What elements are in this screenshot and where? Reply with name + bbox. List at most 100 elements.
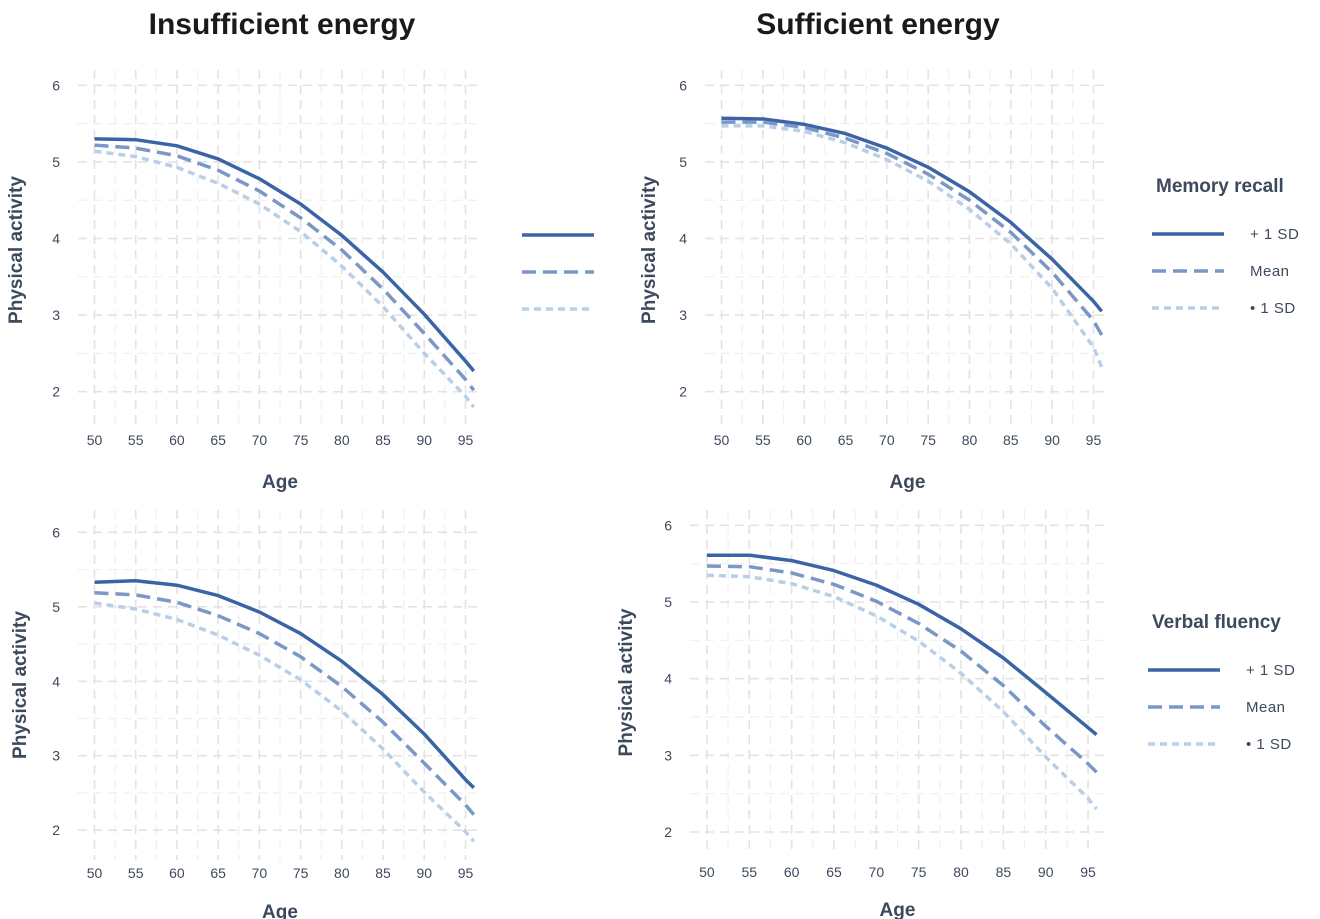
x-axis-label: Age xyxy=(262,472,298,493)
legend-item: • 1 SD xyxy=(1146,736,1320,756)
y-axis-label: Physical activity xyxy=(10,611,31,759)
x-tick-label: 95 xyxy=(458,865,474,881)
legend-label: Mean xyxy=(1250,263,1290,280)
x-tick-label: 80 xyxy=(334,865,350,881)
series-line xyxy=(94,137,476,373)
x-tick-label: 50 xyxy=(699,864,715,880)
x-tick-label: 65 xyxy=(210,432,226,448)
x-tick-label: 90 xyxy=(416,865,432,881)
y-tick-label: 4 xyxy=(664,671,672,687)
y-tick-label: 2 xyxy=(679,384,687,400)
x-tick-label: 55 xyxy=(128,865,144,881)
x-tick-label: 95 xyxy=(458,432,474,448)
y-tick-label: 3 xyxy=(52,748,60,764)
y-tick-label: 3 xyxy=(52,307,60,323)
legend-label: + 1 SD xyxy=(1246,662,1296,679)
y-tick-label: 5 xyxy=(52,154,60,170)
y-axis-label: Physical activity xyxy=(616,608,637,756)
y-tick-label: 5 xyxy=(664,594,672,610)
y-axis-label: Physical activity xyxy=(639,176,660,324)
x-tick-label: 75 xyxy=(293,865,309,881)
y-tick-label: 2 xyxy=(52,384,60,400)
x-tick-label: 85 xyxy=(1003,432,1019,448)
partial-legend xyxy=(520,222,600,322)
x-tick-label: 95 xyxy=(1080,864,1096,880)
x-tick-label: 80 xyxy=(334,432,350,448)
chart-panel: 50 55 60 65 70 75 80 85 90 95 2 3 4 5 6 Age Physical act… xyxy=(6,70,482,493)
x-tick-label: 70 xyxy=(879,432,895,448)
y-tick-label: 2 xyxy=(664,824,672,840)
y-tick-label: 3 xyxy=(664,747,672,763)
legend-item: Mean xyxy=(1146,699,1320,719)
x-tick-label: 65 xyxy=(838,432,854,448)
x-tick-label: 95 xyxy=(1086,432,1102,448)
y-tick-label: 6 xyxy=(52,524,60,540)
x-tick-label: 65 xyxy=(210,865,226,881)
x-tick-label: 50 xyxy=(87,865,103,881)
x-tick-label: 55 xyxy=(755,432,771,448)
chart-panel: 50 55 60 65 70 75 80 85 90 95 2 3 4 5 6 Age Physical act… xyxy=(639,70,1110,493)
legend-title: Memory recall xyxy=(1156,176,1284,197)
x-tick-label: 60 xyxy=(796,432,812,448)
left-column-title: Insufficient energy xyxy=(148,8,416,41)
x-tick-label: 80 xyxy=(962,432,978,448)
legend-title: Verbal fluency xyxy=(1152,612,1281,633)
x-tick-label: 65 xyxy=(826,864,842,880)
x-tick-label: 75 xyxy=(293,432,309,448)
x-tick-label: 70 xyxy=(252,865,268,881)
x-tick-label: 60 xyxy=(169,432,185,448)
x-tick-label: 85 xyxy=(375,432,391,448)
y-tick-label: 6 xyxy=(664,517,672,533)
series-line xyxy=(94,149,476,409)
right-column-title: Sufficient energy xyxy=(756,8,1000,41)
legend-label: • 1 SD xyxy=(1250,300,1296,317)
chart-panel: 50 55 60 65 70 75 80 85 90 95 2 3 4 5 6 Age Physical act… xyxy=(616,510,1105,919)
x-tick-label: 55 xyxy=(128,432,144,448)
y-tick-label: 4 xyxy=(52,231,60,247)
x-tick-label: 85 xyxy=(996,864,1012,880)
x-tick-label: 75 xyxy=(911,864,927,880)
legend-label: + 1 SD xyxy=(1250,226,1300,243)
x-axis-label: Age xyxy=(890,472,926,493)
series-line xyxy=(706,564,1098,774)
x-axis-label: Age xyxy=(262,902,298,919)
x-tick-label: 60 xyxy=(169,865,185,881)
x-tick-label: 60 xyxy=(784,864,800,880)
series-line xyxy=(706,553,1098,736)
x-tick-label: 50 xyxy=(87,432,103,448)
chart-panel: 50 55 60 65 70 75 80 85 90 95 2 3 4 5 6 Age Physical act… xyxy=(10,510,482,919)
x-axis-label: Age xyxy=(880,900,916,919)
series-line xyxy=(721,120,1104,336)
x-tick-label: 70 xyxy=(252,432,268,448)
y-tick-label: 3 xyxy=(679,307,687,323)
x-tick-label: 80 xyxy=(953,864,969,880)
y-tick-label: 6 xyxy=(52,77,60,93)
legend-item: Mean xyxy=(1150,263,1320,283)
legend-item: • 1 SD xyxy=(1150,300,1320,320)
x-tick-label: 75 xyxy=(920,432,936,448)
legend-label: Mean xyxy=(1246,699,1286,716)
series-line xyxy=(721,124,1104,368)
legend-label: • 1 SD xyxy=(1246,736,1292,753)
series-line xyxy=(94,143,476,392)
series-line xyxy=(94,578,476,790)
x-tick-label: 90 xyxy=(1044,432,1060,448)
x-tick-label: 70 xyxy=(869,864,885,880)
y-axis-label: Physical activity xyxy=(6,176,27,324)
x-tick-label: 90 xyxy=(416,432,432,448)
x-tick-label: 90 xyxy=(1038,864,1054,880)
y-tick-label: 5 xyxy=(679,154,687,170)
x-tick-label: 50 xyxy=(714,432,730,448)
y-tick-label: 4 xyxy=(52,673,60,689)
series-line xyxy=(94,601,476,843)
legend-item: + 1 SD xyxy=(1150,226,1320,246)
y-tick-label: 4 xyxy=(679,231,687,247)
y-tick-label: 2 xyxy=(52,822,60,838)
series-line xyxy=(94,590,476,816)
x-tick-label: 55 xyxy=(741,864,757,880)
x-tick-label: 85 xyxy=(375,865,391,881)
y-tick-label: 5 xyxy=(52,599,60,615)
legend-item: + 1 SD xyxy=(1146,662,1320,682)
y-tick-label: 6 xyxy=(679,77,687,93)
